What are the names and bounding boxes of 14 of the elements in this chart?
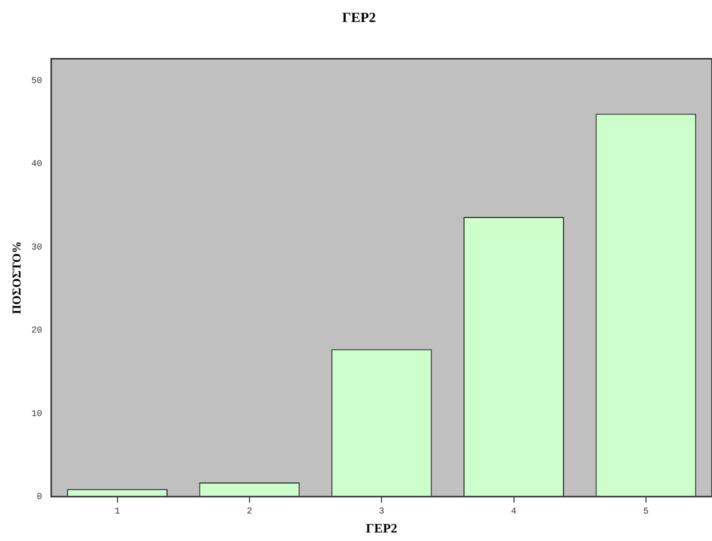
x-tick-label: 4 <box>511 506 516 516</box>
y-tick-label: 30 <box>31 242 42 252</box>
x-tick-label: 1 <box>114 506 120 516</box>
y-tick-label: 10 <box>31 408 42 419</box>
y-axis-title: ΠΟΣΟΣΤΟ% <box>9 241 24 314</box>
y-tick-label: 40 <box>31 159 42 170</box>
x-axis-title: ΓΕΡ2 <box>366 520 398 536</box>
y-tick-label: 50 <box>31 76 42 86</box>
x-tick-label: 3 <box>378 506 384 516</box>
y-tick-label: 0 <box>36 492 42 502</box>
x-tick-label: 5 <box>643 506 649 516</box>
y-tick-label: 20 <box>31 326 42 336</box>
x-tick-label: 2 <box>246 506 252 516</box>
chart-title: ΓΕΡ2 <box>342 11 376 26</box>
